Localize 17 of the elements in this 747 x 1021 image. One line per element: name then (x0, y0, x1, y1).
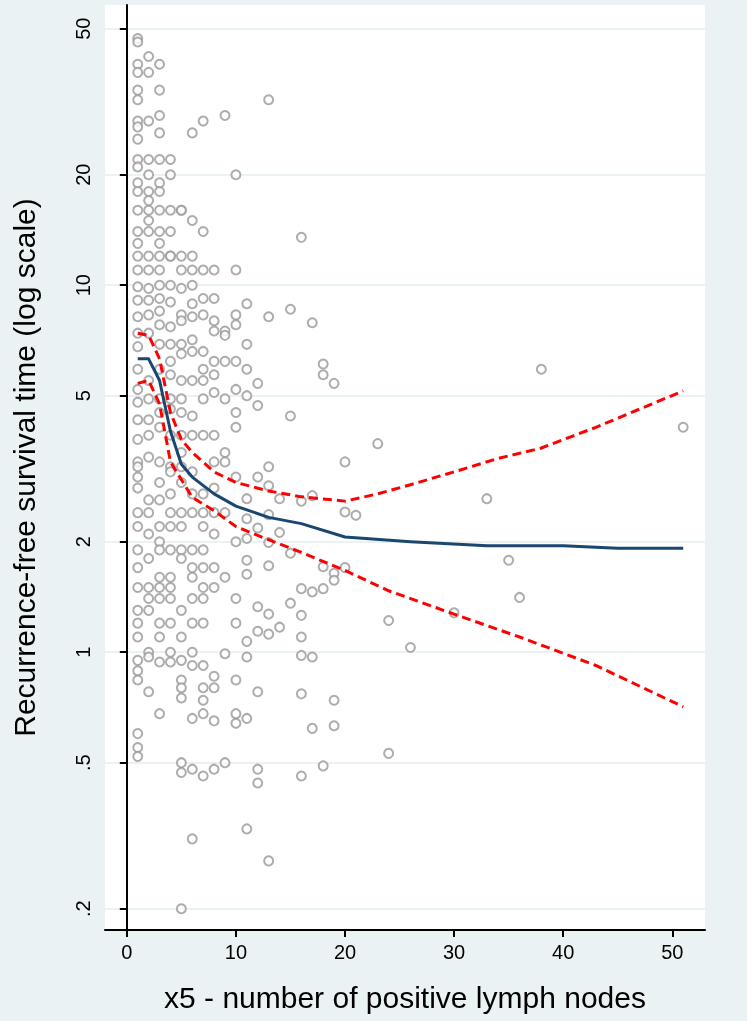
y-tick-label: 1 (72, 646, 94, 658)
y-tick-label: 2 (72, 536, 94, 548)
y-axis-title: Recurrence-free survival time (log scale) (7, 198, 41, 737)
y-tick-label: .2 (72, 900, 94, 918)
x-tick-label: 30 (442, 941, 466, 963)
x-tick-label: 10 (224, 941, 248, 963)
y-tick-label: 5 (72, 390, 94, 402)
line-series (136, 357, 685, 550)
x-tick-label: 0 (121, 941, 133, 963)
y-tick-label: 50 (72, 17, 94, 40)
x-axis-title: x5 - number of positive lymph nodes (164, 980, 646, 1014)
y-tick-label: .5 (72, 754, 94, 772)
x-tick-label: 20 (333, 941, 357, 963)
y-tick-label: 10 (72, 274, 94, 297)
y-tick-label: 20 (72, 163, 94, 186)
x-tick-label: 50 (661, 941, 684, 963)
x-tick-label: 40 (552, 941, 575, 963)
